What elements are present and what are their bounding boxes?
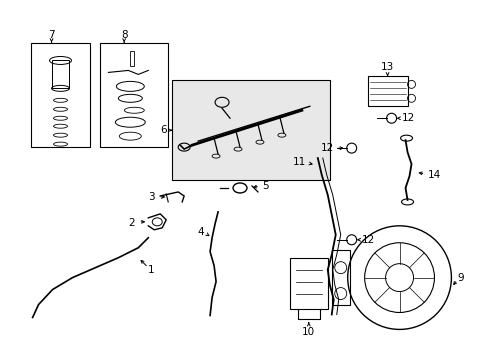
Bar bbox=[331, 250, 349, 305]
Bar bbox=[100, 42, 168, 147]
Text: 6: 6 bbox=[160, 125, 167, 135]
Bar bbox=[172, 80, 329, 180]
Bar bbox=[31, 42, 90, 147]
Bar bbox=[51, 60, 69, 88]
Bar bbox=[367, 76, 407, 106]
Text: 9: 9 bbox=[456, 273, 463, 283]
Text: 12: 12 bbox=[361, 235, 374, 245]
Text: 8: 8 bbox=[121, 30, 127, 40]
Text: 7: 7 bbox=[48, 30, 55, 40]
Text: 5: 5 bbox=[262, 181, 268, 191]
Bar bbox=[289, 258, 327, 310]
Text: 3: 3 bbox=[148, 192, 155, 202]
Bar bbox=[130, 50, 134, 67]
Text: 14: 14 bbox=[427, 170, 440, 180]
Text: 13: 13 bbox=[380, 62, 393, 72]
Text: 1: 1 bbox=[148, 265, 155, 275]
Text: 12: 12 bbox=[320, 143, 333, 153]
Text: 2: 2 bbox=[128, 218, 135, 228]
Text: 11: 11 bbox=[292, 157, 305, 167]
Text: 4: 4 bbox=[197, 227, 203, 237]
Text: 10: 10 bbox=[302, 328, 315, 337]
Text: 12: 12 bbox=[401, 113, 414, 123]
